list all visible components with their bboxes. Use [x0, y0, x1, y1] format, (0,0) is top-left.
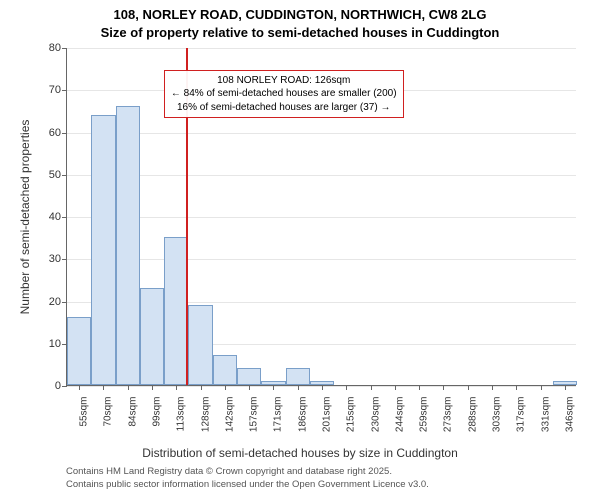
histogram-bar — [140, 288, 164, 385]
x-tick-label: 259sqm — [419, 397, 430, 433]
y-tick-label: 40 — [49, 211, 61, 223]
y-tick-mark — [62, 48, 67, 49]
x-tick-mark — [225, 385, 226, 390]
gridline — [67, 48, 576, 49]
gridline — [67, 217, 576, 218]
x-tick-mark — [176, 385, 177, 390]
x-tick-mark — [128, 385, 129, 390]
gridline — [67, 133, 576, 134]
histogram-bar — [164, 237, 188, 385]
annotation-line: ← 84% of semi-detached houses are smalle… — [171, 87, 397, 101]
y-tick-mark — [62, 259, 67, 260]
histogram-bar — [91, 115, 115, 385]
y-tick-label: 80 — [49, 42, 61, 54]
x-tick-label: 70sqm — [103, 397, 114, 427]
histogram-bar — [213, 355, 237, 385]
x-tick-mark — [541, 385, 542, 390]
annotation-line: 16% of semi-detached houses are larger (… — [171, 101, 397, 115]
gridline — [67, 259, 576, 260]
y-tick-mark — [62, 133, 67, 134]
x-tick-mark — [395, 385, 396, 390]
x-tick-mark — [152, 385, 153, 390]
x-tick-mark — [79, 385, 80, 390]
y-tick-mark — [62, 175, 67, 176]
x-tick-mark — [419, 385, 420, 390]
attribution-footer: Contains HM Land Registry data © Crown c… — [66, 466, 429, 492]
x-tick-mark — [273, 385, 274, 390]
x-tick-mark — [201, 385, 202, 390]
x-tick-mark — [103, 385, 104, 390]
x-tick-label: 128sqm — [200, 397, 211, 433]
x-tick-mark — [443, 385, 444, 390]
chart-container: 108, NORLEY ROAD, CUDDINGTON, NORTHWICH,… — [0, 0, 600, 500]
x-tick-mark — [492, 385, 493, 390]
x-tick-label: 244sqm — [394, 397, 405, 433]
x-tick-mark — [371, 385, 372, 390]
x-tick-label: 288sqm — [467, 397, 478, 433]
histogram-bar — [286, 368, 310, 385]
x-tick-label: 142sqm — [224, 397, 235, 433]
histogram-bar — [67, 317, 91, 385]
x-tick-mark — [298, 385, 299, 390]
x-tick-mark — [516, 385, 517, 390]
footer-line1: Contains HM Land Registry data © Crown c… — [66, 466, 429, 479]
y-tick-label: 0 — [55, 380, 61, 392]
chart-title-line2: Size of property relative to semi-detach… — [0, 24, 600, 42]
x-tick-label: 346sqm — [564, 397, 575, 433]
annotation-line: 108 NORLEY ROAD: 126sqm — [171, 74, 397, 88]
gridline — [67, 175, 576, 176]
x-tick-label: 273sqm — [443, 397, 454, 433]
x-tick-label: 55sqm — [79, 397, 90, 427]
x-tick-label: 201sqm — [322, 397, 333, 433]
plot-area: 0102030405060708055sqm70sqm84sqm99sqm113… — [66, 48, 576, 386]
y-tick-mark — [62, 217, 67, 218]
x-tick-label: 157sqm — [249, 397, 260, 433]
y-tick-label: 50 — [49, 169, 61, 181]
chart-title: 108, NORLEY ROAD, CUDDINGTON, NORTHWICH,… — [0, 6, 600, 41]
y-tick-label: 30 — [49, 253, 61, 265]
histogram-bar — [188, 305, 212, 385]
x-tick-label: 113sqm — [176, 397, 187, 432]
x-tick-label: 84sqm — [127, 397, 138, 427]
histogram-bar — [116, 106, 140, 385]
x-tick-label: 215sqm — [346, 397, 357, 433]
x-tick-mark — [346, 385, 347, 390]
y-tick-label: 60 — [49, 127, 61, 139]
x-tick-label: 230sqm — [370, 397, 381, 433]
y-tick-mark — [62, 90, 67, 91]
y-tick-label: 70 — [49, 84, 61, 96]
y-axis-label: Number of semi-detached properties — [18, 120, 32, 315]
y-tick-mark — [62, 386, 67, 387]
x-tick-mark — [249, 385, 250, 390]
y-tick-label: 20 — [49, 296, 61, 308]
y-tick-mark — [62, 302, 67, 303]
x-tick-label: 186sqm — [297, 397, 308, 433]
x-tick-label: 317sqm — [516, 397, 527, 433]
x-tick-mark — [565, 385, 566, 390]
x-tick-label: 171sqm — [273, 397, 284, 433]
annotation-box: 108 NORLEY ROAD: 126sqm← 84% of semi-det… — [164, 70, 404, 119]
x-tick-mark — [322, 385, 323, 390]
x-tick-label: 331sqm — [540, 397, 551, 433]
y-tick-label: 10 — [49, 338, 61, 350]
x-tick-label: 303sqm — [492, 397, 503, 433]
histogram-bar — [237, 368, 261, 385]
x-axis-label: Distribution of semi-detached houses by … — [0, 446, 600, 460]
footer-line2: Contains public sector information licen… — [66, 479, 429, 492]
chart-title-line1: 108, NORLEY ROAD, CUDDINGTON, NORTHWICH,… — [0, 6, 600, 24]
x-tick-label: 99sqm — [152, 397, 163, 427]
x-tick-mark — [468, 385, 469, 390]
